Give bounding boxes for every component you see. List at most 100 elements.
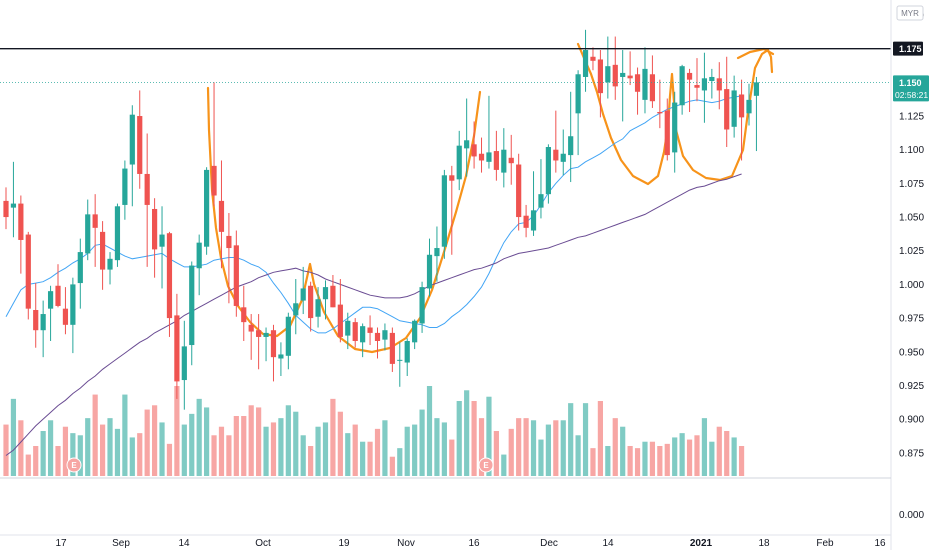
- candle: [70, 277, 76, 354]
- candle: [553, 110, 559, 173]
- price-tick-label: 0.875: [899, 448, 924, 459]
- candle: [337, 279, 343, 343]
- time-tick-label: 16: [874, 538, 886, 549]
- candle-body: [568, 136, 574, 156]
- candle: [226, 213, 232, 304]
- candle-body: [3, 200, 9, 218]
- volume-bar: [582, 403, 589, 476]
- candle: [412, 319, 418, 350]
- candle: [634, 67, 641, 115]
- candle: [122, 160, 128, 220]
- cup-outline: [206, 86, 482, 354]
- volume-bar: [441, 422, 447, 476]
- candle: [486, 95, 492, 169]
- candle: [701, 52, 708, 123]
- volume-bar: [389, 456, 395, 476]
- candle-body: [293, 303, 299, 316]
- candle-body: [449, 175, 455, 181]
- price-tick-label: 1.025: [899, 246, 924, 257]
- candle-body: [300, 288, 306, 301]
- candle: [308, 281, 314, 332]
- candle: [456, 130, 462, 191]
- candle: [620, 50, 626, 122]
- time-tick-label: 14: [602, 538, 614, 549]
- candle-body: [501, 149, 507, 173]
- volume-bar: [419, 409, 425, 476]
- volume-bar: [493, 431, 499, 476]
- handle-outline: [576, 42, 774, 186]
- candle-body: [553, 149, 559, 161]
- volume-bar: [560, 420, 566, 476]
- volume-bar: [233, 416, 239, 476]
- candle: [441, 169, 447, 259]
- candle-body: [352, 322, 358, 341]
- time-tick-label: Dec: [540, 538, 558, 549]
- candle: [263, 327, 269, 362]
- volume-bar: [672, 437, 678, 476]
- earnings-marker-label: E: [71, 461, 77, 470]
- volume-bar: [322, 422, 329, 476]
- candle: [523, 204, 529, 238]
- candle: [560, 129, 566, 176]
- candle-body: [493, 151, 499, 170]
- candle: [478, 137, 485, 173]
- volume-bar: [166, 443, 173, 476]
- volume-bar: [538, 439, 544, 476]
- candle-body: [634, 74, 641, 92]
- candle: [204, 167, 210, 255]
- candle-body: [337, 304, 343, 337]
- candle-body: [478, 153, 485, 161]
- candle-body: [456, 145, 462, 180]
- candle-body: [92, 214, 98, 228]
- volume-bar: [3, 424, 9, 476]
- candle: [196, 234, 202, 296]
- candle-body: [70, 284, 76, 325]
- volume-bar: [107, 418, 113, 476]
- candle-body: [196, 242, 202, 269]
- candle-body: [471, 144, 477, 157]
- candle: [746, 83, 752, 126]
- earnings-marker-circle: [478, 457, 494, 473]
- time-tick-label: 17: [55, 538, 67, 549]
- candle: [642, 47, 648, 114]
- volume-bar: [426, 386, 433, 476]
- volume-bar: [345, 433, 351, 476]
- volume-bar: [612, 418, 618, 476]
- candle: [55, 264, 61, 308]
- earnings-marker: E: [66, 457, 82, 473]
- candle: [92, 194, 98, 267]
- candle-body: [597, 59, 603, 94]
- candle: [360, 323, 366, 358]
- volume-bar: [545, 424, 551, 476]
- ma-long-line: [5, 173, 742, 456]
- candle: [568, 91, 574, 183]
- volume-bar: [129, 437, 135, 476]
- candle: [404, 338, 410, 377]
- candle-body: [47, 291, 54, 309]
- volume-bar: [553, 420, 559, 476]
- candle: [597, 50, 603, 118]
- price-tick-label: 1.000: [899, 280, 924, 291]
- volume-bar: [478, 418, 485, 476]
- candle: [248, 314, 254, 360]
- currency-text: MYR: [901, 9, 919, 18]
- candle-body: [426, 254, 433, 289]
- volume-bar: [738, 446, 745, 476]
- volume-bar: [144, 409, 150, 476]
- candle: [686, 68, 693, 112]
- candle: [114, 203, 121, 267]
- candle-body: [62, 308, 69, 325]
- volume-bar: [412, 424, 418, 476]
- candle: [10, 161, 17, 238]
- candle-body: [523, 215, 529, 228]
- candle: [166, 231, 173, 337]
- volume-axis-label: 0.000: [899, 510, 924, 521]
- candle: [516, 153, 522, 231]
- candle-body: [530, 210, 537, 231]
- candle: [464, 98, 470, 177]
- volume-bar: [55, 446, 61, 476]
- candle: [545, 144, 551, 204]
- candle: [352, 318, 358, 348]
- volume-bar: [308, 446, 314, 476]
